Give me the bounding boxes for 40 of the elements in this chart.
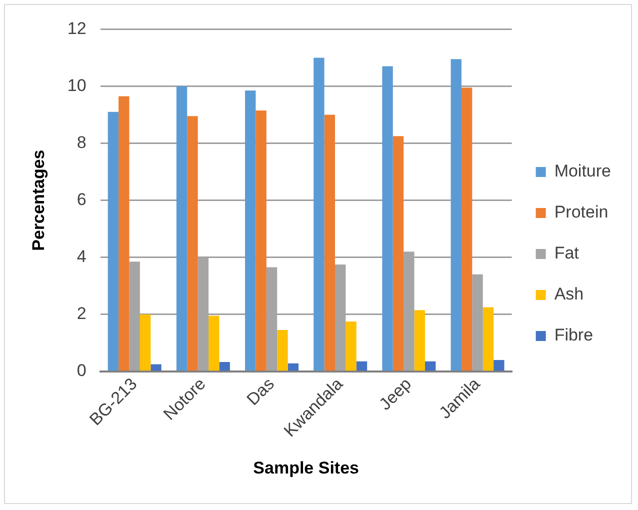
bar (472, 274, 483, 371)
y-tick-label: 2 (76, 304, 86, 324)
bar (392, 136, 404, 371)
legend-label: Fat (554, 244, 580, 263)
legend-label: Ash (554, 284, 584, 304)
bar (356, 361, 368, 371)
bar (382, 66, 393, 371)
bar (450, 59, 462, 371)
legend-label: Fibre (554, 326, 594, 345)
bar (277, 330, 288, 371)
bar (187, 116, 198, 371)
bar (324, 114, 336, 371)
bar (256, 110, 266, 371)
y-axis-title: Percentages (28, 150, 48, 251)
bar (118, 96, 130, 371)
legend-label: Moiture (554, 162, 611, 181)
bar (150, 364, 162, 371)
bar (176, 86, 188, 371)
bar (482, 307, 494, 371)
bar (314, 58, 324, 371)
bar (494, 360, 504, 371)
y-tick-label: 10 (67, 76, 86, 95)
bar (140, 314, 151, 371)
bar (245, 90, 256, 371)
bar (219, 362, 230, 371)
x-axis-title: Sample Sites (253, 458, 359, 478)
bar (424, 361, 436, 371)
y-tick-label: 0 (76, 361, 86, 380)
bar (414, 310, 425, 371)
bar (346, 321, 356, 371)
y-tick-label: 4 (76, 247, 86, 266)
y-tick-label: 8 (76, 132, 86, 152)
bar (288, 363, 299, 371)
y-tick-label: 6 (76, 190, 86, 209)
legend-label: Protein (554, 202, 608, 222)
y-tick-label: 12 (67, 18, 86, 38)
bar (108, 112, 119, 371)
bar (208, 316, 220, 371)
x-tick-label: Das (243, 374, 278, 410)
bar (461, 88, 472, 371)
